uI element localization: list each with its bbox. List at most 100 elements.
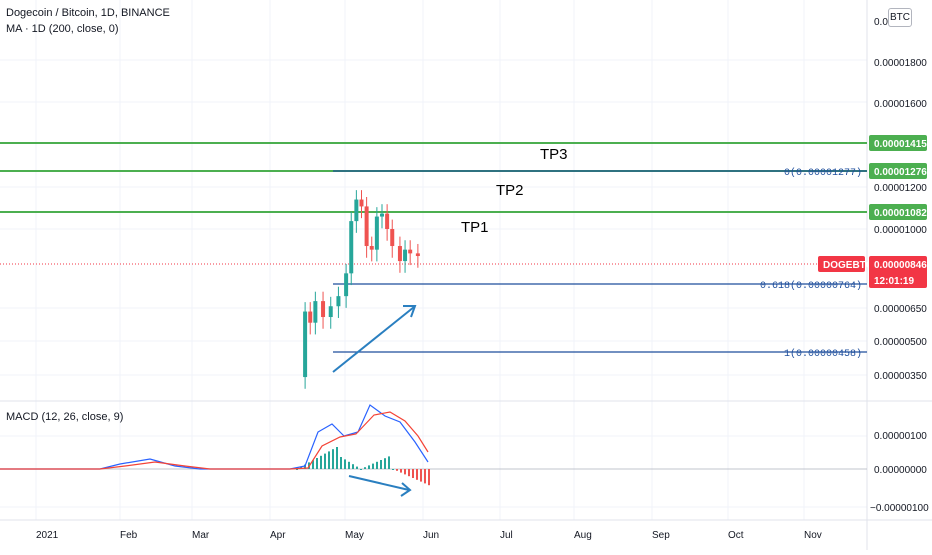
macd-histogram-bar [316,458,318,469]
candle-body[interactable] [328,306,333,318]
macd-histogram-bar [408,469,410,477]
macd-histogram-bar [416,469,418,480]
time-tick-jun: Jun [423,530,439,541]
time-tick-jul: Jul [500,530,513,541]
candle-body[interactable] [359,199,364,207]
macd-histogram-bar [324,453,326,469]
price-tick-1000: 0.00001000 [874,225,927,236]
macd-histogram-bar [380,460,382,469]
badge-level-1276[interactable]: 0.00001276 [869,163,927,179]
candle-body[interactable] [374,216,379,250]
symbol-legend[interactable]: Dogecoin / Bitcoin, 1D, BINANCE [6,7,170,19]
tp3-label[interactable]: TP3 [540,146,568,163]
candle-body[interactable] [308,311,313,323]
macd-histogram-bar [368,465,370,469]
svg-text:0.00001082: 0.00001082 [874,208,927,219]
macd-histogram-bar [320,455,322,469]
uptrend-arrow[interactable] [332,305,417,373]
price-tick-1800: 0.00001800 [874,58,927,69]
macd-histogram-bar [388,456,390,469]
macd-histogram-bar [428,469,430,486]
macd-legend[interactable]: MACD (12, 26, close, 9) [6,411,124,423]
candle-body[interactable] [390,229,395,247]
time-tick-mar: Mar [192,530,210,541]
time-tick-aug: Aug [574,530,592,541]
current-price-badge[interactable]: 0.00000846 12:01:19 [869,256,927,288]
grid [0,0,867,520]
fib-label-0: 0(0.00001277) [784,167,862,179]
candles[interactable] [303,190,420,389]
candle-body[interactable] [397,246,402,262]
macd-histogram-bar [352,464,354,469]
time-tick-2021: 2021 [36,530,59,541]
ticker-badge[interactable]: DOGEBTC [818,256,873,272]
macd-histogram-bar [384,458,386,469]
candle-body[interactable] [408,249,413,254]
macd-histogram-bar [376,461,378,469]
candle-body[interactable] [344,273,349,297]
macd-histogram-bar [360,469,362,470]
macd-histogram-bar [312,460,314,469]
tp2-label[interactable]: TP2 [496,182,524,199]
macd-histogram-bar [336,447,338,469]
fib-label-0618: 0.618(0.00000764) [760,280,862,292]
macd-histogram-bar [340,457,342,469]
macd-histogram-bar [392,469,394,470]
signal-line[interactable] [0,411,429,470]
candle-body[interactable] [336,296,341,307]
price-tick-1600: 0.00001600 [874,99,927,110]
macd-histogram-bar [372,463,374,469]
macd-histogram-bar [348,461,350,469]
price-tick-350: 0.00000350 [874,371,927,382]
time-tick-oct: Oct [728,530,744,541]
time-tick-may: May [345,530,364,541]
candle-body[interactable] [403,249,408,262]
currency-button[interactable]: BTC [888,8,912,27]
candle-body[interactable] [349,221,354,274]
macd-histogram-bar [400,469,402,473]
candle-body[interactable] [369,246,374,250]
svg-text:0.00001276: 0.00001276 [874,167,927,178]
time-tick-apr: Apr [270,530,286,541]
macd-histogram-bar [304,464,306,469]
fib-label-1: 1(0.00000458) [784,348,862,360]
candle-body[interactable] [321,301,326,318]
macd-histogram-bar [296,469,298,470]
macd-histogram-bar [344,459,346,469]
badge-level-1415[interactable]: 0.00001415 [869,135,927,151]
svg-text:0.00000846: 0.00000846 [874,260,927,271]
macd-histogram-bar [412,469,414,478]
ma-legend[interactable]: MA · 1D (200, close, 0) [6,23,119,35]
macd-histogram[interactable] [296,447,430,486]
candle-body[interactable] [385,213,390,229]
macd-histogram-bar [364,467,366,469]
macd-tick-neg100: −0.00000100 [870,503,929,514]
candle-body[interactable] [354,199,359,222]
candle-body[interactable] [364,206,369,247]
macd-tick-100: 0.00000100 [874,431,927,442]
time-tick-nov: Nov [804,530,822,541]
time-tick-sep: Sep [652,530,670,541]
macd-histogram-bar [328,451,330,469]
candle-body[interactable] [415,253,420,257]
price-tick-1200: 0.00001200 [874,183,927,194]
countdown-label: 12:01:19 [874,276,914,287]
candle-body[interactable] [303,311,308,378]
macd-divergence-arrow[interactable] [348,475,412,497]
time-tick-feb: Feb [120,530,138,541]
macd-line[interactable] [0,404,429,470]
badge-level-1082[interactable]: 0.00001082 [869,204,927,220]
macd-histogram-bar [404,469,406,475]
macd-histogram-bar [332,449,334,469]
candle-body[interactable] [313,301,318,323]
macd-histogram-bar [420,469,422,482]
price-tick-500: 0.00000500 [874,337,927,348]
price-tick-650: 0.00000650 [874,304,927,315]
candle-body[interactable] [379,213,384,217]
svg-text:0.00001415: 0.00001415 [874,139,927,150]
macd-histogram-bar [424,469,426,484]
tp1-label[interactable]: TP1 [461,219,489,236]
macd-tick-0: 0.00000000 [874,465,927,476]
